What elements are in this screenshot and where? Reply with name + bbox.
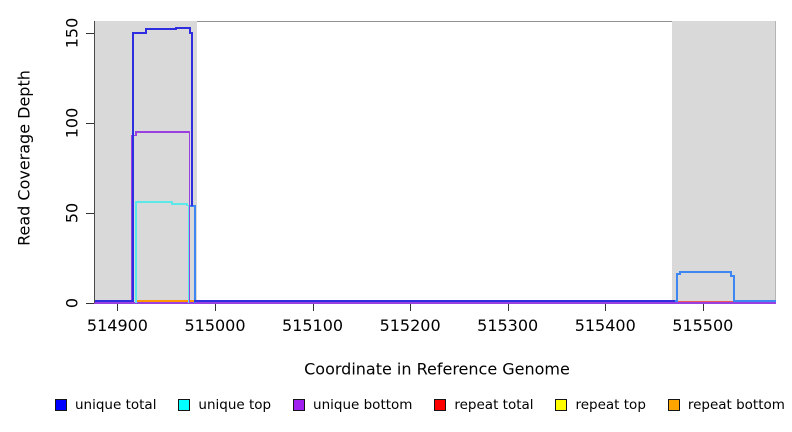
legend-item: unique bottom bbox=[293, 397, 412, 413]
legend-item: repeat total bbox=[434, 397, 534, 413]
x-tick-label: 515000 bbox=[184, 316, 246, 335]
x-tick-label: 515200 bbox=[379, 316, 441, 335]
series-segment-right-peak bbox=[730, 274, 736, 277]
legend-item: unique top bbox=[178, 397, 271, 413]
legend-swatch bbox=[555, 399, 568, 411]
x-tick-label: 515300 bbox=[477, 316, 539, 335]
series-segment-unique-bottom-peak bbox=[188, 131, 191, 304]
y-axis-title: Read Coverage Depth bbox=[14, 70, 34, 246]
x-tick-label: 515500 bbox=[672, 316, 734, 335]
series-segment-repeat-total-right bbox=[671, 300, 773, 303]
series-segment-right-peak bbox=[672, 300, 679, 303]
series-segment-total-edge-shelf bbox=[194, 204, 197, 304]
series-segment-unique-top-peak bbox=[185, 202, 188, 207]
series-segment-right-peak bbox=[676, 272, 679, 303]
legend-swatch bbox=[667, 399, 680, 411]
series-segment-unique-bottom-baseline bbox=[94, 301, 776, 304]
x-axis-title: Coordinate in Reference Genome bbox=[304, 359, 570, 379]
y-tick-label: 0 bbox=[62, 297, 82, 308]
legend-item: repeat bottom bbox=[667, 397, 785, 413]
legend: unique total unique top unique bottom repea… bbox=[55, 397, 785, 413]
x-tick bbox=[312, 303, 314, 311]
series-segment-right-peak bbox=[733, 274, 736, 303]
shade-band bbox=[95, 21, 198, 303]
series-segment-unique-total-box bbox=[94, 300, 135, 303]
y-axis-line bbox=[94, 21, 95, 303]
legend-label: repeat top bbox=[575, 397, 646, 413]
series-segment-unique-top-peak bbox=[135, 201, 137, 304]
x-tick bbox=[507, 303, 509, 311]
x-tick bbox=[410, 303, 412, 311]
series-segment-unique-total-box bbox=[174, 26, 191, 29]
series-segment-unique-total-box bbox=[188, 26, 191, 35]
series-segment-unique-total-box bbox=[144, 28, 147, 35]
series-segment-right-peak bbox=[679, 270, 733, 273]
y-tick bbox=[86, 302, 94, 304]
series-segment-unique-bottom-peak bbox=[135, 131, 137, 137]
series-segment-unique-total-box bbox=[132, 32, 147, 35]
legend-item: repeat top bbox=[555, 397, 646, 413]
series-segment-unique-top-peak bbox=[171, 201, 173, 205]
plot-top-border bbox=[95, 21, 775, 22]
series-segment-repeat-bottom-left bbox=[134, 300, 196, 303]
series-segment-total-edge-shelf bbox=[189, 204, 197, 207]
series-segment-unique-top-peak bbox=[185, 204, 190, 207]
legend-swatch bbox=[55, 399, 67, 411]
legend-label: unique bottom bbox=[313, 397, 413, 413]
x-tick bbox=[215, 303, 216, 311]
x-tick bbox=[117, 303, 119, 311]
series-segment-unique-total-mid-baseline bbox=[194, 300, 675, 303]
series-segment-unique-bottom-peak bbox=[135, 131, 191, 133]
y-tick-label: 100 bbox=[62, 107, 82, 139]
series-segment-unique-top-peak bbox=[171, 202, 188, 205]
legend-swatch bbox=[434, 399, 447, 411]
y-tick-label: 50 bbox=[62, 202, 82, 223]
series-segment-unique-top-peak bbox=[187, 204, 190, 304]
legend-swatch bbox=[178, 399, 191, 411]
series-segment-unique-total-box bbox=[132, 32, 135, 303]
x-tick-label: 514900 bbox=[86, 316, 148, 335]
series-segment-right-peak bbox=[730, 270, 733, 277]
plot-area: 514900 515000 515100 515200 515300 515400 5155… bbox=[63, 18, 776, 335]
shade-band bbox=[671, 21, 776, 303]
legend-label: repeat total bbox=[454, 397, 534, 413]
legend-label: unique total bbox=[75, 397, 157, 413]
x-tick-label: 515400 bbox=[574, 316, 636, 335]
legend-item: unique total bbox=[55, 397, 156, 413]
x-tick-label: 515100 bbox=[282, 316, 344, 335]
series-segment-unique-total-box bbox=[144, 28, 177, 31]
series-segment-right-peak bbox=[676, 272, 682, 275]
y-tick-label: 150 bbox=[62, 17, 82, 49]
y-tick bbox=[86, 212, 94, 214]
series-segment-unique-top-peak bbox=[135, 201, 173, 203]
legend-label: unique top bbox=[198, 397, 272, 413]
legend-swatch bbox=[293, 399, 306, 411]
legend-label: repeat bottom bbox=[687, 397, 785, 413]
series-segment-unique-total-box bbox=[190, 32, 193, 207]
series-segment-right-peak bbox=[733, 300, 776, 303]
x-tick bbox=[702, 303, 704, 311]
x-tick bbox=[605, 303, 607, 311]
y-tick bbox=[86, 33, 94, 35]
y-tick bbox=[86, 122, 94, 124]
